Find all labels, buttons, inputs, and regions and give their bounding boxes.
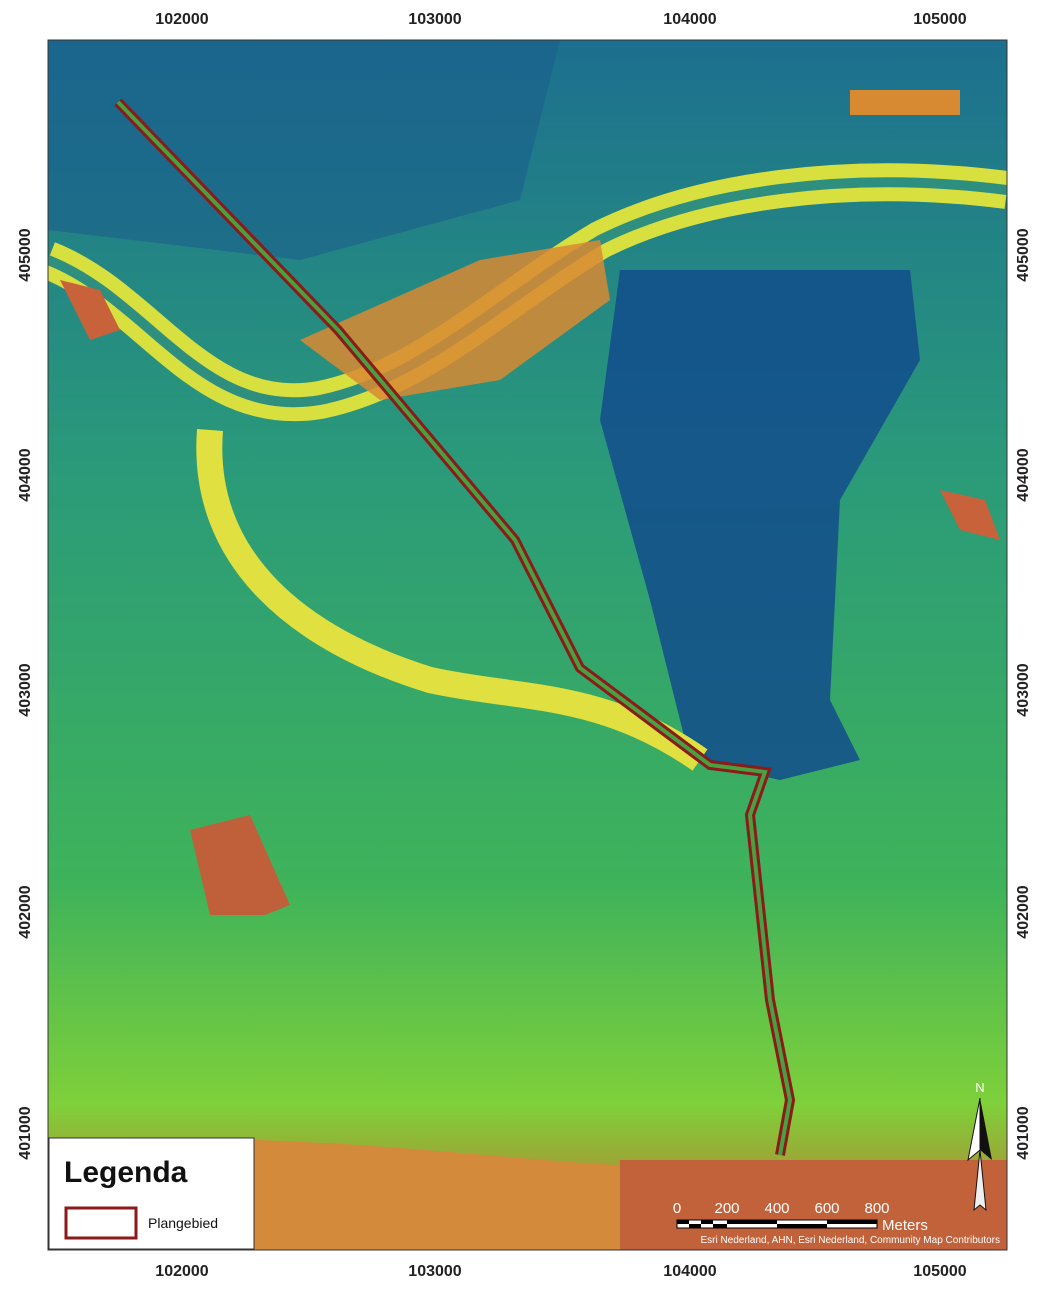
scale-label: 800 — [864, 1200, 889, 1217]
grid-label: 401000 — [1015, 1106, 1032, 1159]
grid-label: 102000 — [155, 11, 208, 28]
north-label: N — [975, 1080, 984, 1095]
grid-labels-top: 102000 103000 104000 105000 — [155, 11, 966, 28]
grid-labels-right: 405000 404000 403000 402000 401000 — [1015, 228, 1032, 1159]
grid-label: 103000 — [408, 1263, 461, 1280]
scale-unit: Meters — [882, 1217, 928, 1234]
grid-label: 405000 — [17, 228, 34, 281]
attribution: Esri Nederland, AHN, Esri Nederland, Com… — [700, 1235, 1000, 1246]
scale-label: 200 — [714, 1200, 739, 1217]
grid-label: 403000 — [1015, 663, 1032, 716]
legend-swatch — [64, 1206, 138, 1240]
grid-label: 402000 — [17, 885, 34, 938]
scale-label: 0 — [673, 1200, 681, 1217]
grid-label: 104000 — [663, 11, 716, 28]
grid-label: 404000 — [1015, 448, 1032, 501]
grid-labels-bottom: 102000 103000 104000 105000 — [155, 1263, 966, 1280]
grid-label: 104000 — [663, 1263, 716, 1280]
grid-label: 402000 — [1015, 885, 1032, 938]
legend: Legenda Plangebied — [48, 1137, 255, 1250]
legend-title: Legenda — [64, 1156, 188, 1189]
grid-labels-left: 405000 404000 403000 402000 401000 — [17, 228, 34, 1159]
map-area — [48, 40, 1007, 1250]
north-arrow: N — [967, 1080, 992, 1212]
scale-label: 400 — [764, 1200, 789, 1217]
grid-label: 403000 — [17, 663, 34, 716]
legend-item: Plangebied — [148, 1215, 218, 1231]
grid-label: 105000 — [913, 11, 966, 28]
scale-bar: 0 200 400 600 800 Meters Esri Nederland,… — [673, 1200, 1000, 1246]
grid-label: 405000 — [1015, 228, 1032, 281]
grid-label: 105000 — [913, 1263, 966, 1280]
grid-label: 103000 — [408, 11, 461, 28]
grid-label: 404000 — [17, 448, 34, 501]
scale-label: 600 — [814, 1200, 839, 1217]
grid-label: 102000 — [155, 1263, 208, 1280]
grid-label: 401000 — [17, 1106, 34, 1159]
